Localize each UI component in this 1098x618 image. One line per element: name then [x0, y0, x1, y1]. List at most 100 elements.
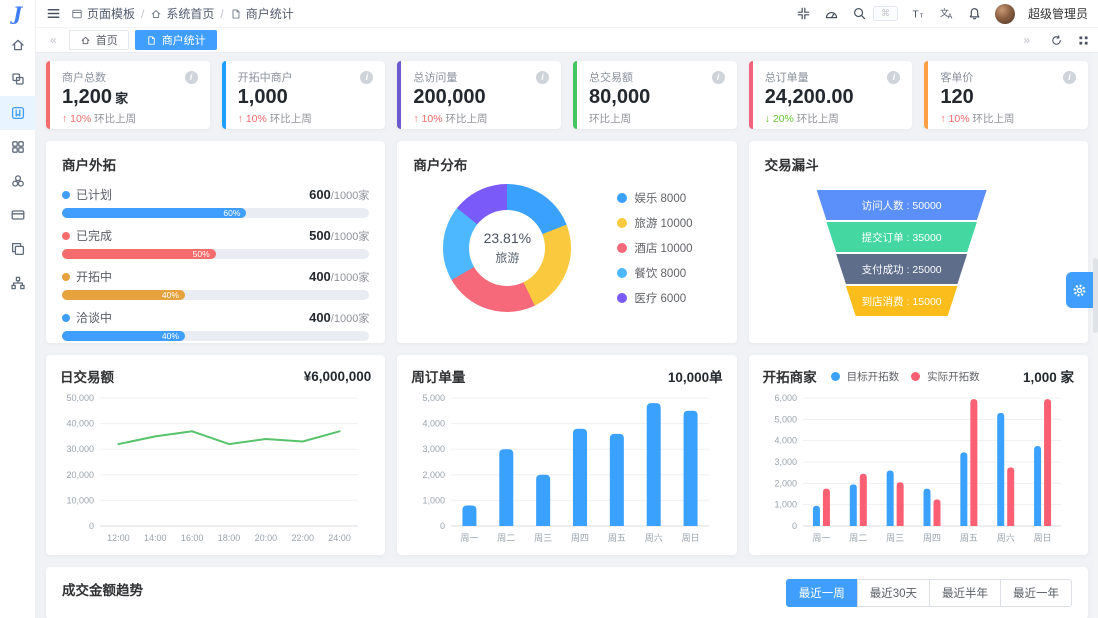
kpi-card-商户总数: 商户总数 i 1,200 家 ↑ 10% 环比上周: [46, 61, 210, 129]
kpi-header: 商户总数 i: [62, 69, 198, 85]
info-icon[interactable]: i: [536, 70, 550, 84]
refresh-icon[interactable]: [1050, 34, 1063, 47]
merchant-outreach-panel: 商户外拓 已计划 600/1000家 60% 已完成 500/1000家 50% 开拓中 40…: [46, 141, 386, 343]
sidebar-item-home[interactable]: [0, 28, 36, 62]
sidebar-item-card[interactable]: [0, 198, 36, 232]
svg-text:18:00: 18:00: [218, 533, 241, 543]
svg-text:3,000: 3,000: [423, 444, 446, 454]
outreach-row: 洽谈中 400/1000家 40%: [62, 309, 370, 341]
panel-title: 交易漏斗: [764, 158, 819, 173]
svg-text:10,000: 10,000: [66, 495, 94, 505]
legend-label: 餐饮 8000: [634, 268, 687, 280]
breadcrumb-item[interactable]: 页面模板: [71, 5, 135, 22]
bar-chart: 0 1,000 2,000 3,000 4,000 5,000 周一 周二 周三 周四 周五 周六 周日: [423, 393, 710, 543]
legend-item[interactable]: 娱乐 8000: [617, 190, 692, 206]
legend-item[interactable]: 旅游 10000: [617, 215, 693, 231]
legend-item[interactable]: 目标开拓数: [830, 369, 900, 384]
breadcrumb-item[interactable]: 商户统计: [230, 5, 294, 22]
legend-label: 目标开拓数: [846, 370, 900, 383]
kpi-trend: ↑ 10% 环比上周: [413, 111, 549, 126]
info-icon[interactable]: i: [360, 70, 374, 84]
scrollbar-thumb[interactable]: [1093, 258, 1098, 333]
tabs-scroll-left-icon[interactable]: «: [50, 33, 57, 47]
donut-chart: 23.81% 旅游: [443, 184, 572, 312]
panel-title: 成交金额趋势: [62, 583, 143, 598]
fullscreen-icon[interactable]: [796, 6, 811, 21]
window-icon: [71, 8, 83, 20]
outreach-label: 已计划: [76, 188, 113, 202]
outreach-total: /1000家: [330, 271, 370, 284]
sidebar-item-pages[interactable]: [0, 232, 36, 266]
grouped-bar-chart: 0 1,000 2,000 3,000 4,000 5,000 6,000 周一 周二 周三 周四 周…: [774, 393, 1061, 543]
layout-grid-icon[interactable]: [1077, 34, 1090, 47]
sidebar-item-organization[interactable]: [0, 164, 36, 198]
svg-text:30,000: 30,000: [66, 444, 94, 454]
svg-text:4,000: 4,000: [423, 419, 446, 429]
legend-dot-icon: [617, 268, 628, 278]
chart-legend: 目标开拓数 实际开拓数: [830, 369, 980, 384]
menu-collapse-icon[interactable]: [46, 6, 61, 21]
search-icon[interactable]: [852, 6, 867, 21]
weekly-orders-panel: 周订单量 10,000单 0 1,000 2,000 3,000 4,000 5,000 周…: [397, 355, 737, 555]
app-logo[interactable]: J: [13, 3, 22, 25]
sidebar-item-template[interactable]: [0, 96, 36, 130]
sidebar-item-components[interactable]: [0, 62, 36, 96]
range-button-最近30天[interactable]: 最近30天: [856, 579, 930, 607]
tab-首页[interactable]: 首页: [68, 30, 129, 50]
legend-dot-icon: [830, 371, 840, 381]
svg-text:2,000: 2,000: [774, 478, 797, 488]
outreach-value: 500/1000家: [309, 227, 370, 243]
range-button-最近半年[interactable]: 最近半年: [929, 579, 1001, 607]
range-button-最近一年[interactable]: 最近一年: [1000, 579, 1072, 607]
panel-title: 商户分布: [413, 158, 468, 173]
svg-text:周四: 周四: [571, 533, 589, 543]
kpi-trend: ↑ 10% 环比上周: [238, 111, 374, 126]
outreach-row-header: 已计划 600/1000家: [62, 186, 369, 203]
legend-item[interactable]: 餐饮 8000: [617, 265, 692, 281]
line-chart: 0 10,000 20,000 30,000 40,000 50,000 12:00 14:0…: [66, 393, 358, 543]
svg-text:40,000: 40,000: [66, 419, 94, 429]
kpi-trend: ↓ 20% 环比上周: [765, 111, 901, 126]
funnel-stage: 提交订单 : 35000: [826, 222, 977, 252]
info-icon[interactable]: i: [711, 70, 725, 84]
progress-percent-label: 60%: [223, 208, 241, 218]
home-icon: [150, 8, 162, 20]
tabs-scroll-right-icon[interactable]: »: [1023, 33, 1030, 47]
info-icon[interactable]: i: [184, 70, 198, 84]
search-hotkey-hint[interactable]: ⌘: [872, 6, 898, 21]
outreach-total: /1000家: [330, 312, 370, 325]
svg-text:50,000: 50,000: [66, 393, 94, 403]
svg-text:0: 0: [792, 521, 797, 531]
info-icon[interactable]: i: [1063, 70, 1077, 84]
legend-dot-icon: [617, 243, 628, 253]
panel-total-value: ¥6,000,000: [303, 368, 372, 384]
user-avatar[interactable]: [994, 3, 1015, 24]
kpi-value: 1,000: [237, 86, 288, 108]
breadcrumb-item[interactable]: 系统首页: [150, 5, 214, 22]
info-icon[interactable]: i: [887, 70, 901, 84]
sidebar-item-apps[interactable]: [0, 130, 36, 164]
donut-center-value: 23.81%: [483, 230, 532, 246]
legend-item[interactable]: 医疗 6000: [617, 290, 692, 306]
trend-down-icon: ↓ 20%: [764, 113, 797, 125]
ruler-icon[interactable]: [824, 6, 839, 21]
username-label[interactable]: 超级管理员: [1027, 7, 1088, 21]
legend-item[interactable]: 实际开拓数: [911, 369, 980, 384]
theme-settings-button[interactable]: [1066, 272, 1093, 308]
tab-商户统计[interactable]: 商户统计: [134, 30, 217, 50]
outreach-row: 已计划 600/1000家 60%: [62, 186, 370, 218]
kpi-value: 200,000: [413, 86, 486, 108]
svg-text:周五: 周五: [960, 533, 978, 543]
range-button-最近一周[interactable]: 最近一周: [785, 579, 858, 607]
page-scrollbar[interactable]: [1093, 53, 1098, 618]
outreach-label: 洽谈中: [76, 311, 113, 325]
bell-icon[interactable]: [967, 6, 982, 21]
legend-item[interactable]: 酒店 10000: [617, 240, 693, 256]
outreach-value: 600/1000家: [309, 186, 370, 202]
breadcrumb-separator: /: [220, 6, 224, 21]
sidebar-item-sitemap[interactable]: [0, 266, 36, 300]
svg-text:6,000: 6,000: [774, 393, 797, 403]
